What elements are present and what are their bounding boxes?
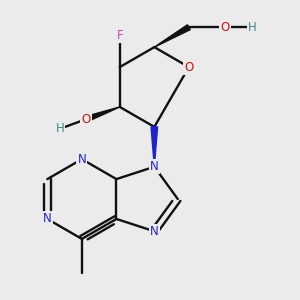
Text: O: O	[81, 113, 91, 126]
Polygon shape	[151, 127, 158, 167]
Polygon shape	[154, 25, 190, 47]
Text: N: N	[77, 153, 86, 166]
Text: F: F	[116, 29, 123, 42]
Text: N: N	[150, 225, 159, 238]
Text: H: H	[56, 122, 64, 135]
Text: N: N	[43, 212, 52, 226]
Text: O: O	[184, 61, 194, 74]
Polygon shape	[85, 107, 120, 122]
Text: O: O	[220, 21, 230, 34]
Text: N: N	[150, 160, 159, 173]
Text: H: H	[248, 21, 257, 34]
